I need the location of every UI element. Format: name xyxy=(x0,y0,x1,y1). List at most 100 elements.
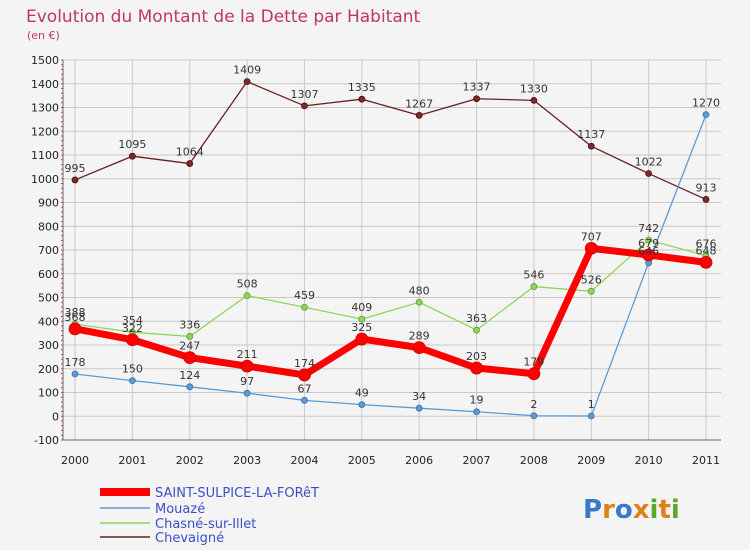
data-point xyxy=(358,315,366,323)
data-point xyxy=(415,111,423,119)
series-line xyxy=(74,244,707,379)
data-label: 211 xyxy=(237,348,258,361)
data-point xyxy=(243,78,251,86)
x-tick-label: 2001 xyxy=(118,454,146,467)
data-label: 995 xyxy=(65,162,86,175)
logo-letter: o xyxy=(615,495,633,525)
data-point xyxy=(355,332,369,346)
data-label: 648 xyxy=(696,244,717,257)
logo-letter: t xyxy=(658,495,670,525)
data-point xyxy=(412,341,426,355)
data-label: 97 xyxy=(240,375,254,388)
data-point xyxy=(645,236,653,244)
data-point xyxy=(186,383,194,391)
data-point xyxy=(642,248,656,262)
y-tick-label: 500 xyxy=(38,292,59,305)
data-point xyxy=(128,377,136,385)
data-point xyxy=(71,176,79,184)
data-point xyxy=(68,322,82,336)
y-tick-label: 1000 xyxy=(31,173,59,186)
y-tick-label: 1500 xyxy=(31,54,59,67)
data-label: 124 xyxy=(179,369,200,382)
data-label: 459 xyxy=(294,289,315,302)
data-label: 150 xyxy=(122,363,143,376)
data-label: 1335 xyxy=(348,81,376,94)
legend-label: Mouazé xyxy=(155,502,205,517)
data-point xyxy=(301,396,308,404)
x-tick-label: 2009 xyxy=(577,454,605,467)
y-tick-label: 1100 xyxy=(31,149,59,162)
data-label: 1337 xyxy=(463,81,491,94)
data-point xyxy=(530,96,538,104)
data-point xyxy=(587,142,595,150)
x-tick-label: 2002 xyxy=(176,454,204,467)
data-point xyxy=(530,283,538,290)
y-tick-label: 700 xyxy=(38,244,59,257)
y-tick-label: 300 xyxy=(38,339,59,352)
data-label: 409 xyxy=(351,301,372,314)
x-tick-label: 2004 xyxy=(290,454,318,467)
data-label: 49 xyxy=(355,387,369,400)
x-tick-label: 2005 xyxy=(348,454,376,467)
y-tick-label: 200 xyxy=(38,363,59,376)
y-tick-label: 900 xyxy=(38,197,59,210)
data-label: 354 xyxy=(122,314,143,327)
data-label: 1409 xyxy=(233,64,261,77)
data-label: 508 xyxy=(237,278,258,291)
data-label: 363 xyxy=(466,312,487,325)
y-tick-label: 1200 xyxy=(31,125,59,138)
series-line xyxy=(74,80,707,201)
y-tick-label: 1400 xyxy=(31,78,59,91)
logo-letter: P xyxy=(583,495,602,525)
data-label: 289 xyxy=(409,330,430,343)
data-label: 1 xyxy=(588,398,595,411)
data-label: 203 xyxy=(466,350,487,363)
data-point xyxy=(473,408,480,416)
data-point xyxy=(530,412,538,420)
x-tick-label: 2010 xyxy=(635,454,663,467)
x-tick-label: 2007 xyxy=(463,454,491,467)
data-label: 679 xyxy=(638,237,659,250)
data-label: 1270 xyxy=(692,97,720,110)
x-tick-label: 2000 xyxy=(61,454,89,467)
data-label: 19 xyxy=(470,394,484,407)
data-label: 742 xyxy=(638,222,659,235)
x-tick-label: 2003 xyxy=(233,454,261,467)
data-label: 247 xyxy=(179,340,200,353)
data-label: 2 xyxy=(530,398,537,411)
data-point xyxy=(128,152,136,160)
data-point xyxy=(587,412,595,420)
logo-letter: i xyxy=(671,495,680,525)
data-point xyxy=(301,303,308,311)
logo-letter: x xyxy=(633,495,650,525)
data-label: 1137 xyxy=(577,128,605,141)
y-tick-label: 600 xyxy=(38,268,59,281)
logo-letter: i xyxy=(650,495,659,525)
data-label: 1022 xyxy=(635,156,663,169)
data-label: 480 xyxy=(409,284,430,297)
y-tick-label: 100 xyxy=(38,387,59,400)
legend: SAINT-SULPICE-LA-FORêTMouazéChasné-sur-I… xyxy=(100,486,319,546)
x-tick-label: 2011 xyxy=(692,454,720,467)
data-label: 336 xyxy=(179,318,200,331)
data-label: 1307 xyxy=(290,88,318,101)
data-point xyxy=(186,160,194,167)
data-label: 388 xyxy=(65,306,86,319)
data-point xyxy=(470,361,483,375)
data-point xyxy=(702,111,710,119)
data-label: 1064 xyxy=(176,146,204,159)
data-point xyxy=(301,102,308,110)
y-tick-label: 400 xyxy=(38,315,59,328)
chart-title: Evolution du Montant de la Dette par Hab… xyxy=(26,7,421,27)
y-tick-label: 1300 xyxy=(31,102,59,115)
data-label: 707 xyxy=(581,230,602,243)
data-point xyxy=(415,404,423,412)
data-label: 178 xyxy=(65,356,86,369)
data-label: 1330 xyxy=(520,82,548,95)
data-point xyxy=(243,389,251,397)
series-line xyxy=(74,114,707,417)
data-label: 325 xyxy=(351,321,372,334)
data-point xyxy=(243,292,251,300)
